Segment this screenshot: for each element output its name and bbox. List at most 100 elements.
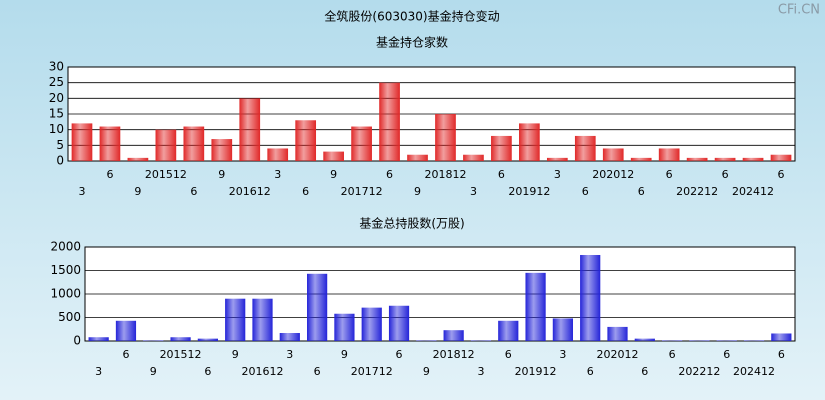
x-tick-label: 201712	[341, 185, 383, 198]
x-tick-label: 6	[641, 365, 648, 378]
bar	[435, 114, 456, 161]
y-tick-label: 20	[49, 91, 64, 105]
bar	[416, 340, 437, 342]
bar	[686, 157, 708, 161]
watermark: CFi.CN	[778, 3, 820, 18]
x-tick-label: 202412	[732, 185, 774, 198]
y-tick-label: 10	[49, 122, 64, 136]
bar	[307, 273, 328, 341]
x-tick-label: 6	[722, 168, 729, 181]
y-tick-label: 2000	[50, 240, 81, 254]
x-tick-label: 201912	[515, 365, 557, 378]
x-tick-label: 6	[314, 365, 321, 378]
bar	[552, 318, 573, 341]
bar	[211, 139, 233, 161]
x-tick-label: 3	[286, 348, 293, 361]
x-tick-label: 6	[386, 168, 393, 181]
x-tick-label: 9	[232, 348, 239, 361]
bar	[662, 340, 683, 342]
bar	[127, 157, 149, 161]
bar	[771, 333, 792, 341]
bar	[99, 126, 121, 161]
x-tick-label: 3	[554, 168, 561, 181]
x-tick-label: 6	[778, 168, 785, 181]
x-tick-label: 3	[95, 365, 102, 378]
bar	[197, 338, 218, 341]
bar	[519, 123, 540, 161]
bar	[155, 129, 177, 161]
y-tick-label: 30	[49, 60, 64, 74]
page-title: 全筑股份(603030)基金持仓变动	[324, 9, 499, 24]
y-tick-label: 1000	[50, 287, 81, 301]
x-tick-label: 3	[470, 185, 477, 198]
x-tick-label: 9	[414, 185, 421, 198]
bar	[323, 151, 344, 161]
bar	[407, 154, 428, 161]
x-tick-label: 9	[218, 168, 225, 181]
bar	[361, 307, 382, 341]
y-tick-label: 5	[56, 138, 64, 152]
bar	[689, 340, 710, 342]
x-tick-label: 202412	[733, 365, 775, 378]
chart-title: 基金持仓家数	[376, 35, 448, 50]
x-tick-label: 202012	[597, 348, 639, 361]
x-tick-label: 6	[204, 365, 211, 378]
x-tick-label: 3	[477, 365, 484, 378]
x-tick-label: 3	[78, 185, 85, 198]
x-tick-label: 9	[150, 365, 157, 378]
x-tick-label: 201612	[229, 185, 271, 198]
x-tick-label: 201512	[145, 168, 187, 181]
x-tick-label: 202012	[592, 168, 634, 181]
bar	[252, 298, 273, 341]
bar	[351, 126, 372, 161]
x-tick-label: 3	[274, 168, 281, 181]
x-tick-label: 9	[330, 168, 337, 181]
bar	[574, 135, 596, 161]
x-tick-label: 6	[669, 348, 676, 361]
x-tick-label: 9	[341, 348, 348, 361]
bar	[379, 82, 400, 161]
y-tick-label: 1500	[50, 263, 81, 277]
bar	[295, 120, 317, 161]
bar	[279, 333, 300, 341]
x-tick-label: 201812	[424, 168, 466, 181]
bar	[388, 305, 410, 341]
chart-title: 基金总持股数(万股)	[359, 216, 464, 231]
y-tick-label: 25	[49, 75, 64, 89]
bar	[491, 135, 512, 161]
bar	[225, 298, 246, 341]
bar	[115, 320, 137, 341]
y-tick-label: 0	[56, 154, 64, 168]
bar	[334, 313, 355, 341]
y-tick-label: 500	[58, 310, 81, 324]
bar	[602, 148, 624, 161]
x-tick-label: 9	[423, 365, 430, 378]
bar	[143, 340, 164, 342]
y-tick-label: 0	[73, 334, 81, 348]
bar	[463, 154, 484, 161]
x-tick-label: 6	[190, 185, 197, 198]
bar	[630, 157, 652, 161]
x-tick-label: 6	[396, 348, 403, 361]
bar	[239, 98, 261, 161]
bar	[170, 337, 191, 341]
x-tick-label: 6	[723, 348, 730, 361]
bar	[770, 154, 792, 161]
x-tick-label: 6	[302, 185, 309, 198]
bar	[88, 337, 109, 341]
y-tick-label: 15	[49, 107, 64, 121]
bar	[525, 272, 546, 341]
bar	[634, 338, 655, 341]
bar	[714, 157, 736, 161]
x-tick-label: 201512	[160, 348, 202, 361]
bar	[743, 340, 765, 342]
x-tick-label: 6	[587, 365, 594, 378]
bar	[71, 123, 93, 161]
x-tick-label: 6	[106, 168, 113, 181]
x-tick-label: 3	[559, 348, 566, 361]
x-tick-label: 202212	[678, 365, 720, 378]
bar	[470, 340, 492, 342]
bar	[607, 326, 628, 341]
x-tick-label: 6	[666, 168, 673, 181]
